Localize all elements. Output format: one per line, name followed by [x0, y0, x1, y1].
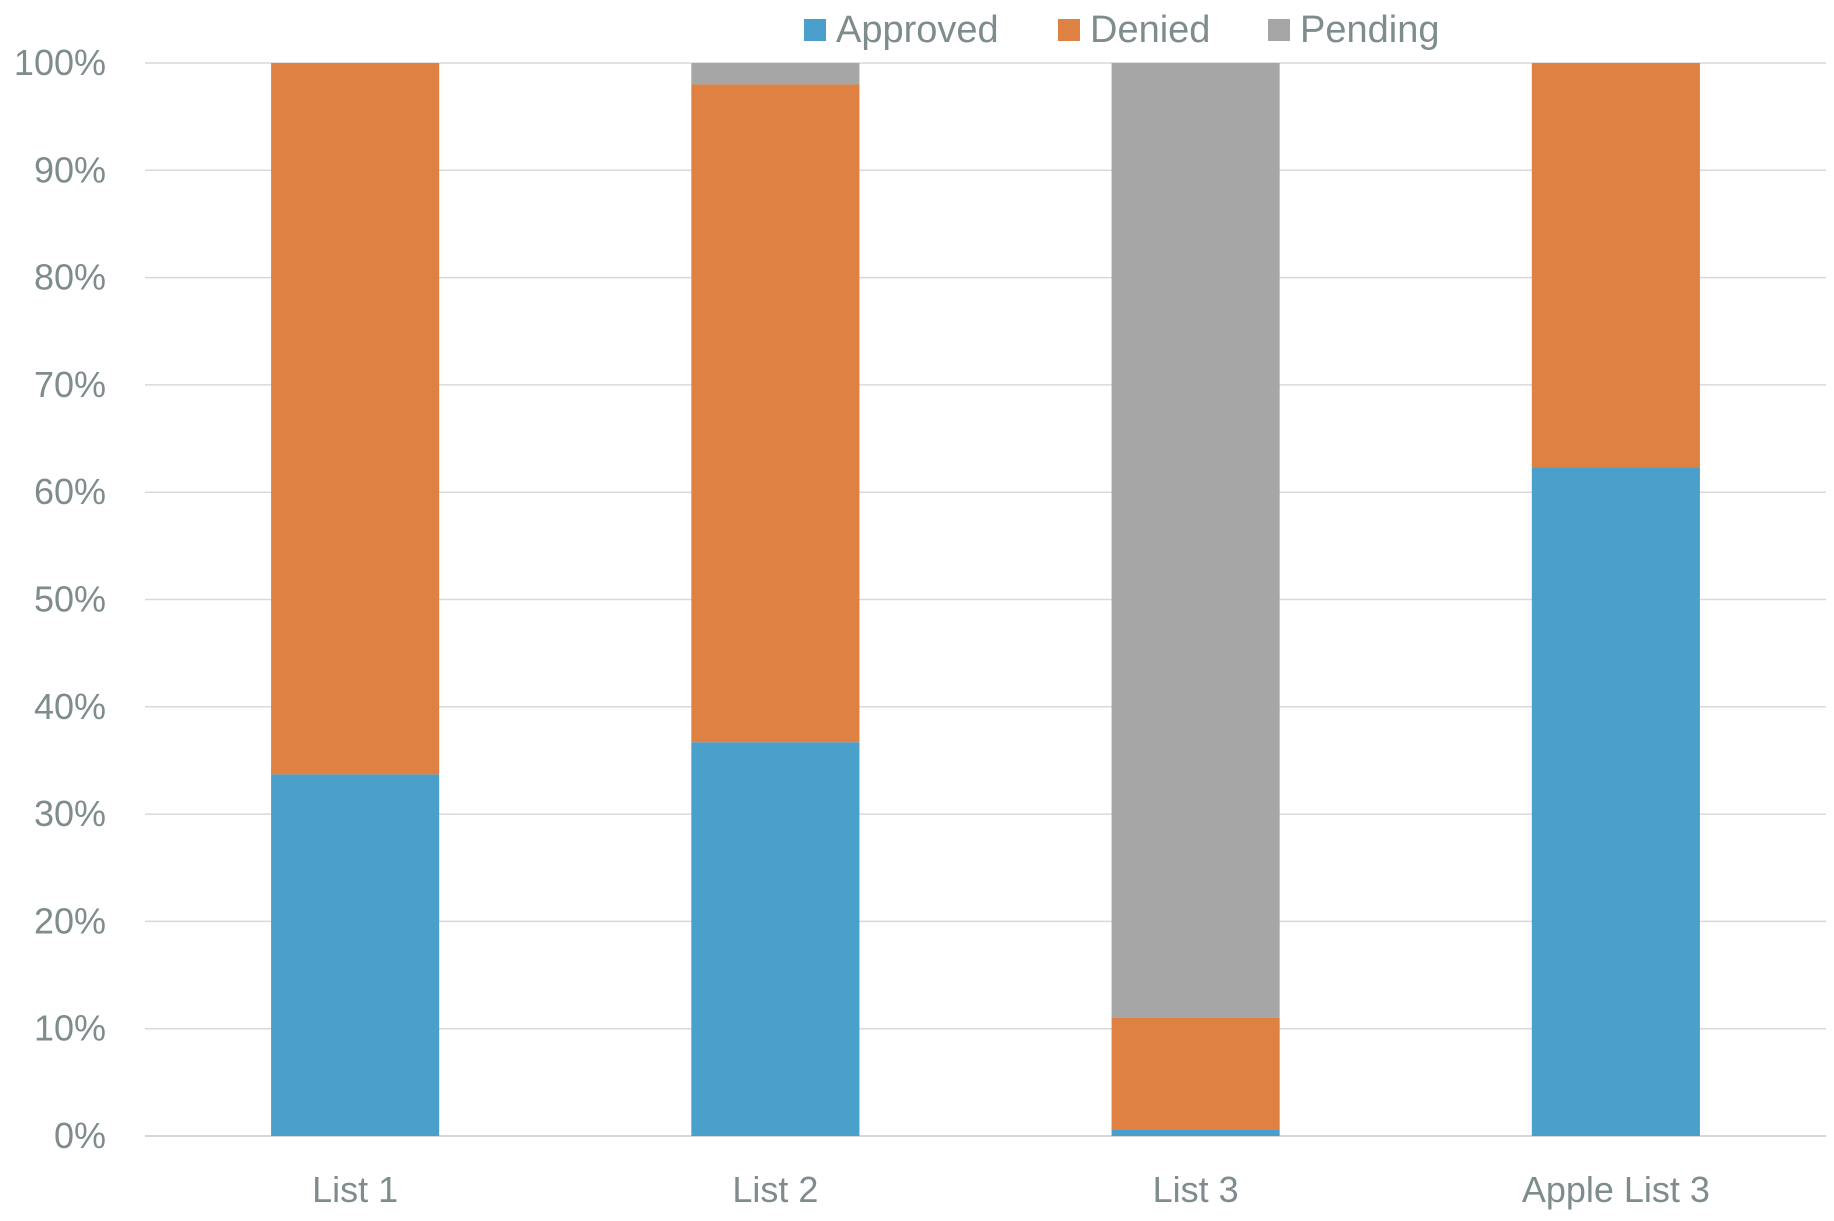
y-tick-label: 10%	[34, 1008, 106, 1049]
y-tick-label: 80%	[34, 257, 106, 298]
y-tick-label: 70%	[34, 364, 106, 405]
bar-segment-pending	[691, 63, 860, 85]
bar-segment-denied	[271, 63, 440, 775]
legend: Approved Denied Pending	[804, 9, 1439, 51]
x-tick-label: List 3	[1153, 1169, 1239, 1210]
legend-label: Denied	[1090, 9, 1210, 51]
bar-segment-approved	[691, 742, 860, 1136]
bar-segment-denied	[1111, 1017, 1280, 1130]
y-tick-label: 90%	[34, 149, 106, 190]
bar-segment-denied	[691, 84, 860, 743]
y-axis-ticks: 0% 10% 20% 30% 40% 50% 60% 70% 80% 90% 100%	[14, 42, 106, 1156]
bar-segment-pending	[1111, 63, 1280, 1018]
legend-swatch	[1268, 19, 1290, 41]
y-tick-label: 50%	[34, 579, 106, 620]
x-tick-label: List 2	[732, 1169, 818, 1210]
y-tick-label: 0%	[54, 1115, 106, 1156]
bar-segment-approved	[271, 774, 440, 1136]
bar-segment-approved	[1531, 467, 1700, 1136]
x-axis-ticks: List 1 List 2 List 3 Apple List 3	[312, 1169, 1710, 1210]
bar-segment-approved	[1111, 1129, 1280, 1136]
legend-swatch	[1058, 19, 1080, 41]
y-tick-label: 30%	[34, 793, 106, 834]
legend-label: Pending	[1300, 9, 1439, 51]
bar-segment-denied	[1531, 63, 1700, 468]
legend-swatch	[804, 19, 826, 41]
x-tick-label: Apple List 3	[1522, 1169, 1710, 1210]
y-tick-label: 40%	[34, 686, 106, 727]
y-tick-label: 100%	[14, 42, 106, 83]
legend-label: Approved	[836, 9, 999, 51]
y-tick-label: 20%	[34, 900, 106, 941]
x-tick-label: List 1	[312, 1169, 398, 1210]
bars	[271, 63, 1700, 1136]
y-tick-label: 60%	[34, 471, 106, 512]
